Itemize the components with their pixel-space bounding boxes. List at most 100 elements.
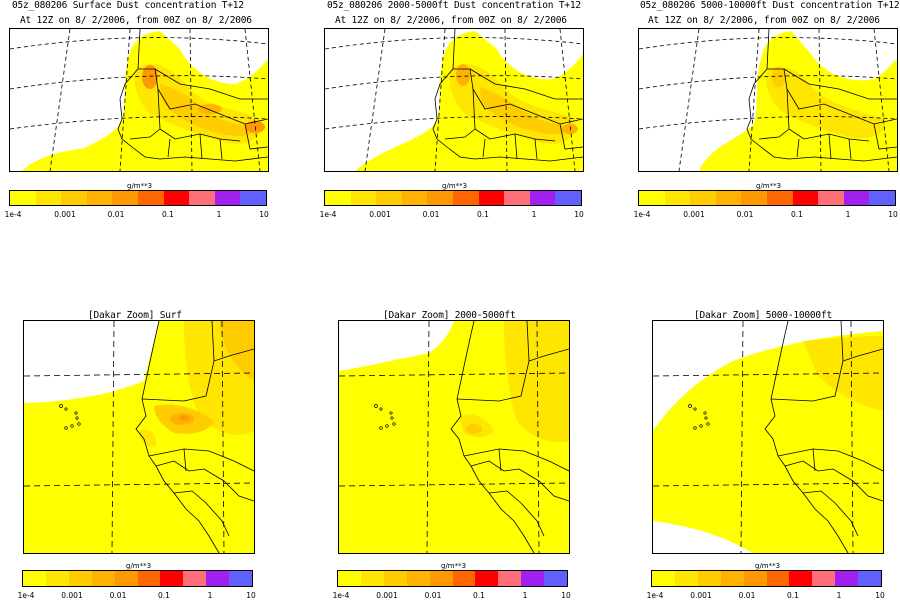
top-panel-2000-5000ft: 05z_080206 2000-5000ft Dust concentratio… xyxy=(315,0,605,230)
colorbar-swatch xyxy=(360,571,384,586)
colorbar-swatch xyxy=(325,191,351,205)
colorbar-swatches xyxy=(337,570,568,587)
colorbar-tick: 1e-4 xyxy=(633,210,651,219)
colorbar-tick: 10 xyxy=(561,591,571,600)
colorbar-swatch xyxy=(35,191,62,205)
colorbar-tick: 1e-4 xyxy=(319,210,337,219)
colorbar-tick: 0.01 xyxy=(424,591,442,600)
colorbar-swatch xyxy=(498,571,522,586)
colorbar-swatch xyxy=(23,571,46,586)
colorbar-swatch xyxy=(183,571,207,586)
panel-title: 05z_080206 Surface Dust concentration T+… xyxy=(12,0,244,11)
colorbar-swatch xyxy=(521,571,545,586)
colorbar-swatch xyxy=(137,191,164,205)
colorbar-tick: 0.001 xyxy=(54,210,76,219)
map-canvas xyxy=(10,29,268,171)
colorbar-swatch xyxy=(664,191,691,205)
colorbar-swatch xyxy=(452,191,479,205)
colorbar-swatch xyxy=(789,571,813,586)
colorbar-tick: 1e-4 xyxy=(332,591,350,600)
colorbar-unit: g/m**3 xyxy=(126,562,152,570)
colorbar-tick: 1e-4 xyxy=(17,591,35,600)
panel-title: [Dakar Zoom] 5000-10000ft xyxy=(694,310,832,321)
map-canvas xyxy=(339,321,569,553)
colorbar-swatch xyxy=(163,191,190,205)
colorbar-tick: 10 xyxy=(259,210,269,219)
dust-map-west-africa xyxy=(324,28,584,172)
colorbar-tick: 1 xyxy=(531,210,537,219)
colorbar-swatch xyxy=(869,191,895,205)
bottom-panel-dakar-5000-10000ft: [Dakar Zoom] 5000-10000ft xyxy=(630,305,900,601)
colorbar-swatch xyxy=(137,571,161,586)
colorbar-swatch xyxy=(240,191,266,205)
colorbar-swatch xyxy=(792,191,819,205)
colorbar-swatch xyxy=(189,191,215,205)
colorbar-tick: 0.001 xyxy=(690,591,712,600)
colorbar-swatch xyxy=(504,191,530,205)
colorbar-tick: 10 xyxy=(246,591,256,600)
colorbar-swatch xyxy=(690,191,716,205)
dust-map-dakar-zoom xyxy=(652,320,884,554)
colorbar-swatch xyxy=(229,571,253,586)
colorbar-tick: 0.1 xyxy=(162,210,174,219)
colorbar-swatch xyxy=(160,571,184,586)
colorbar-swatch xyxy=(812,571,836,586)
colorbar-swatch xyxy=(529,191,556,205)
colorbar-tick: 1 xyxy=(207,591,213,600)
colorbar-unit: g/m**3 xyxy=(127,182,153,190)
colorbar-tick: 1 xyxy=(845,210,851,219)
colorbar-unit: g/m**3 xyxy=(755,562,781,570)
colorbar-tick: 0.1 xyxy=(787,591,799,600)
colorbar: g/m**3 1e-4 0.001 0.01 0.1 1 10 xyxy=(333,562,571,600)
colorbar-swatch xyxy=(114,571,138,586)
colorbar-swatch xyxy=(720,571,744,586)
colorbar-swatch xyxy=(401,191,428,205)
colorbar: g/m**3 1e-4 0.001 0.01 0.1 1 10 xyxy=(5,182,269,219)
colorbar-swatch xyxy=(766,571,790,586)
colorbar-swatch xyxy=(45,571,69,586)
top-panel-surface: 05z_080206 Surface Dust concentration T+… xyxy=(0,0,290,230)
colorbar-tick: 0.1 xyxy=(477,210,489,219)
colorbar-swatches xyxy=(638,190,896,206)
panel-title: [Dakar Zoom] 2000-5000ft xyxy=(383,310,516,321)
colorbar-swatch xyxy=(555,191,581,205)
colorbar-tick: 0.01 xyxy=(107,210,125,219)
colorbar-swatch xyxy=(112,191,138,205)
colorbar-swatch xyxy=(639,191,665,205)
colorbar-tick: 0.01 xyxy=(422,210,440,219)
colorbar-swatch xyxy=(835,571,859,586)
colorbar-swatch xyxy=(206,571,230,586)
colorbar-swatch xyxy=(697,571,721,586)
colorbar-swatch xyxy=(429,571,453,586)
panel-title: [Dakar Zoom] Surf xyxy=(88,310,182,321)
colorbar-tick: 0.001 xyxy=(683,210,705,219)
colorbar-swatch xyxy=(350,191,377,205)
colorbar-tick: 0.001 xyxy=(61,591,83,600)
panel-subtitle: At 12Z on 8/ 2/2006, from 00Z on 8/ 2/20… xyxy=(648,15,880,26)
colorbar-tick: 0.1 xyxy=(791,210,803,219)
colorbar-swatch xyxy=(475,571,499,586)
colorbar-swatch xyxy=(452,571,476,586)
colorbar-swatch xyxy=(427,191,453,205)
map-canvas xyxy=(325,29,583,171)
colorbar-swatch xyxy=(652,571,675,586)
dust-map-dakar-zoom xyxy=(23,320,255,554)
panel-subtitle: At 12Z on 8/ 2/2006, from 00Z on 8/ 2/20… xyxy=(335,15,567,26)
map-canvas xyxy=(639,29,897,171)
colorbar-swatch xyxy=(86,191,113,205)
colorbar-swatch xyxy=(741,191,767,205)
dust-map-west-africa xyxy=(638,28,898,172)
dust-map-west-africa xyxy=(9,28,269,172)
colorbar-swatch xyxy=(766,191,793,205)
colorbar-tick: 10 xyxy=(875,591,885,600)
colorbar-swatches xyxy=(324,190,582,206)
colorbar-tick: 1 xyxy=(522,591,528,600)
colorbar: g/m**3 1e-4 0.001 0.01 0.1 1 10 xyxy=(18,562,256,600)
colorbar-tick: 0.001 xyxy=(369,210,391,219)
colorbar-tick: 0.01 xyxy=(109,591,127,600)
bottom-panel-dakar-2000-5000ft: [Dakar Zoom] 2000-5000ft xyxy=(315,305,615,601)
colorbar-swatch xyxy=(818,191,844,205)
colorbar-swatch xyxy=(743,571,767,586)
colorbar: g/m**3 1e-4 0.001 0.01 0.1 1 10 xyxy=(320,182,584,219)
colorbar: g/m**3 1e-4 0.001 0.01 0.1 1 10 xyxy=(647,562,885,600)
